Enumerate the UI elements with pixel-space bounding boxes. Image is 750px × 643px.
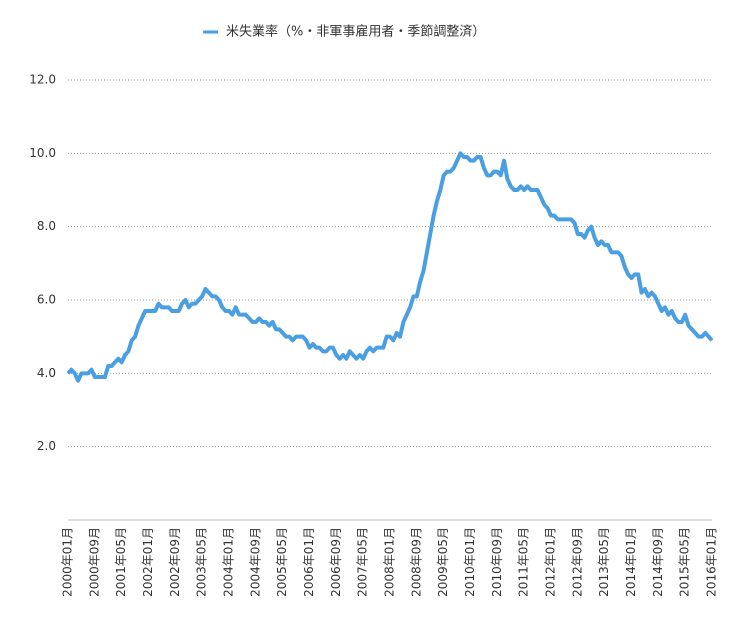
x-tick-label: 2002年01月 [141, 527, 155, 597]
legend-label: 米失業率（%・非軍事雇用者・季節調整済） [226, 24, 485, 40]
x-tick-label: 2000年09月 [87, 527, 101, 597]
x-tick-label: 2001年05月 [114, 527, 128, 597]
x-tick-label: 2016年01月 [705, 527, 719, 597]
y-tick-label: 8.0 [37, 219, 56, 233]
x-tick-label: 2007年05月 [356, 527, 370, 597]
x-tick-label: 2000年01月 [61, 527, 75, 597]
x-tick-label: 2004年09月 [248, 527, 262, 597]
x-tick-label: 2011年05月 [517, 527, 531, 597]
x-tick-label: 2012年01月 [544, 527, 558, 597]
series-line [66, 151, 714, 383]
y-tick-label: 6.0 [37, 293, 56, 307]
y-tick-label: 12.0 [29, 73, 56, 87]
x-tick-label: 2006年09月 [329, 527, 343, 597]
x-tick-label: 2002年09月 [168, 527, 182, 597]
x-tick-label: 2014年09月 [651, 527, 665, 597]
x-tick-label: 2003年05月 [195, 527, 209, 597]
x-tick-label: 2015年05月 [678, 527, 692, 597]
x-tick-label: 2008年09月 [409, 527, 423, 597]
x-tick-label: 2005年05月 [275, 527, 289, 597]
x-tick-label: 2008年01月 [383, 527, 397, 597]
y-tick-label: 2.0 [37, 439, 56, 453]
y-tick-label: 4.0 [37, 366, 56, 380]
x-tick-label: 2009年05月 [436, 527, 450, 597]
x-tick-label: 2010年01月 [463, 527, 477, 597]
x-tick-label: 2013年05月 [597, 527, 611, 597]
x-tick-label: 2014年01月 [624, 527, 638, 597]
y-tick-label: 10.0 [29, 146, 56, 160]
x-tick-label: 2012年09月 [570, 527, 584, 597]
x-tick-label: 2006年01月 [302, 527, 316, 597]
x-tick-label: 2010年09月 [490, 527, 504, 597]
x-tick-label: 2004年01月 [222, 527, 236, 597]
